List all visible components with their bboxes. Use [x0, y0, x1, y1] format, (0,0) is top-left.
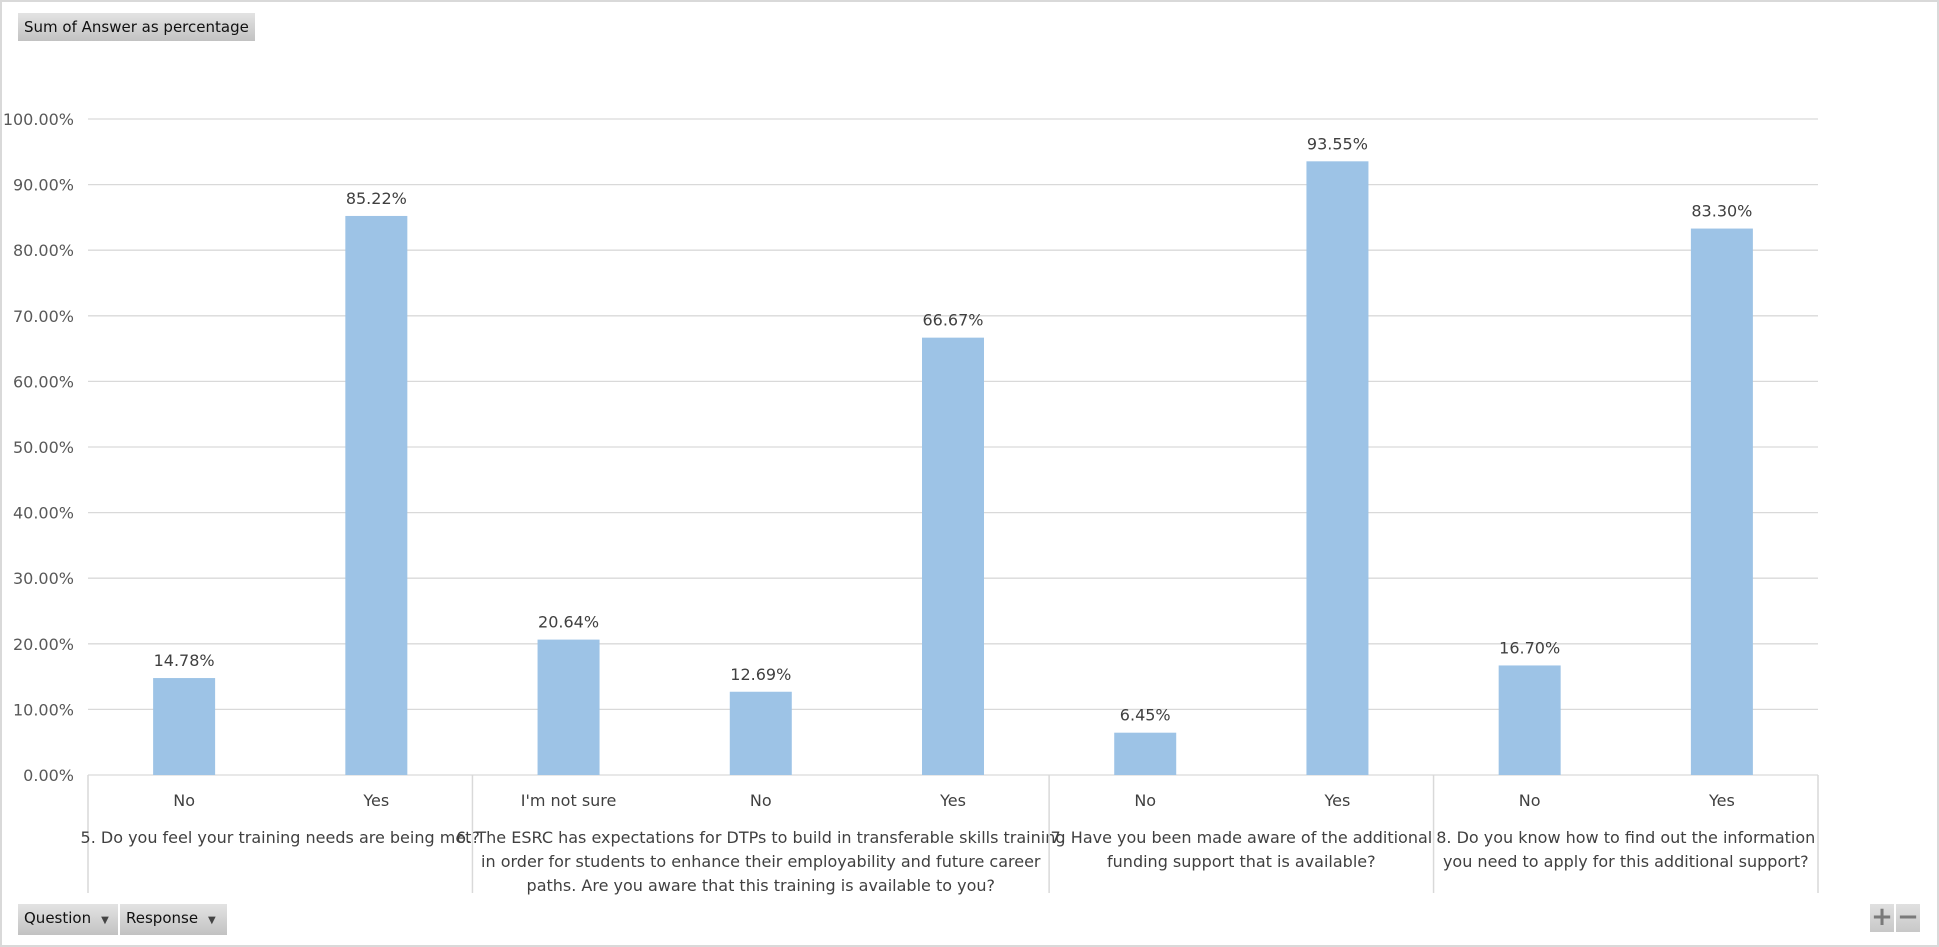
group-label: funding support that is available?	[1107, 852, 1376, 871]
bar	[922, 337, 984, 775]
y-tick-label: 30.00%	[13, 569, 74, 588]
category-label: No	[1519, 791, 1541, 810]
group-label: 6. The ESRC has expectations for DTPs to…	[456, 828, 1065, 847]
category-label: No	[173, 791, 195, 810]
group-label: in order for students to enhance their e…	[481, 852, 1041, 871]
zoom-in-button[interactable]: +	[1870, 902, 1894, 932]
category-label: I'm not sure	[521, 791, 617, 810]
data-label: 66.67%	[922, 311, 983, 330]
group-label: 5. Do you feel your training needs are b…	[81, 828, 480, 847]
data-label: 93.55%	[1307, 134, 1368, 153]
bar	[153, 678, 216, 775]
question-field-label: Question	[24, 909, 92, 927]
data-label: 12.69%	[730, 665, 791, 684]
bar	[537, 639, 600, 775]
group-label: 7. Have you been made aware of the addit…	[1050, 828, 1432, 847]
dropdown-arrow-icon: ▼	[101, 915, 109, 926]
bar	[1114, 732, 1177, 775]
data-label: 14.78%	[154, 651, 215, 670]
data-label: 6.45%	[1120, 706, 1171, 725]
category-label: Yes	[1324, 791, 1351, 810]
y-tick-label: 20.00%	[13, 635, 74, 654]
y-tick-label: 10.00%	[13, 700, 74, 719]
dropdown-arrow-icon: ▼	[208, 915, 216, 926]
bar	[345, 215, 408, 776]
y-tick-label: 100.00%	[3, 110, 74, 129]
y-tick-label: 40.00%	[13, 504, 74, 523]
category-label: No	[750, 791, 772, 810]
group-label: 8. Do you know how to find out the infor…	[1436, 828, 1815, 847]
question-field-button[interactable]: Question ▼	[18, 904, 118, 935]
y-tick-label: 0.00%	[23, 766, 74, 785]
bar	[729, 691, 792, 775]
y-tick-label: 90.00%	[13, 176, 74, 195]
response-field-button[interactable]: Response ▼	[120, 904, 227, 935]
category-label: Yes	[1708, 791, 1735, 810]
category-label: Yes	[362, 791, 389, 810]
y-tick-label: 70.00%	[13, 307, 74, 326]
bar	[1498, 665, 1561, 775]
value-field-button[interactable]: Sum of Answer as percentage	[18, 13, 255, 41]
response-field-label: Response	[126, 909, 199, 927]
group-label: paths. Are you aware that this training …	[527, 876, 995, 895]
bar	[1690, 228, 1753, 775]
y-tick-label: 50.00%	[13, 438, 74, 457]
category-label: No	[1134, 791, 1156, 810]
bar	[1306, 161, 1369, 775]
data-label: 16.70%	[1499, 638, 1560, 657]
category-label: Yes	[939, 791, 966, 810]
y-tick-label: 60.00%	[13, 372, 74, 391]
y-tick-label: 80.00%	[13, 241, 74, 260]
data-label: 83.30%	[1691, 202, 1752, 221]
zoom-out-button[interactable]: −	[1896, 902, 1920, 932]
data-label: 20.64%	[538, 613, 599, 632]
data-label: 85.22%	[346, 189, 407, 208]
group-label: you need to apply for this additional su…	[1443, 852, 1809, 871]
